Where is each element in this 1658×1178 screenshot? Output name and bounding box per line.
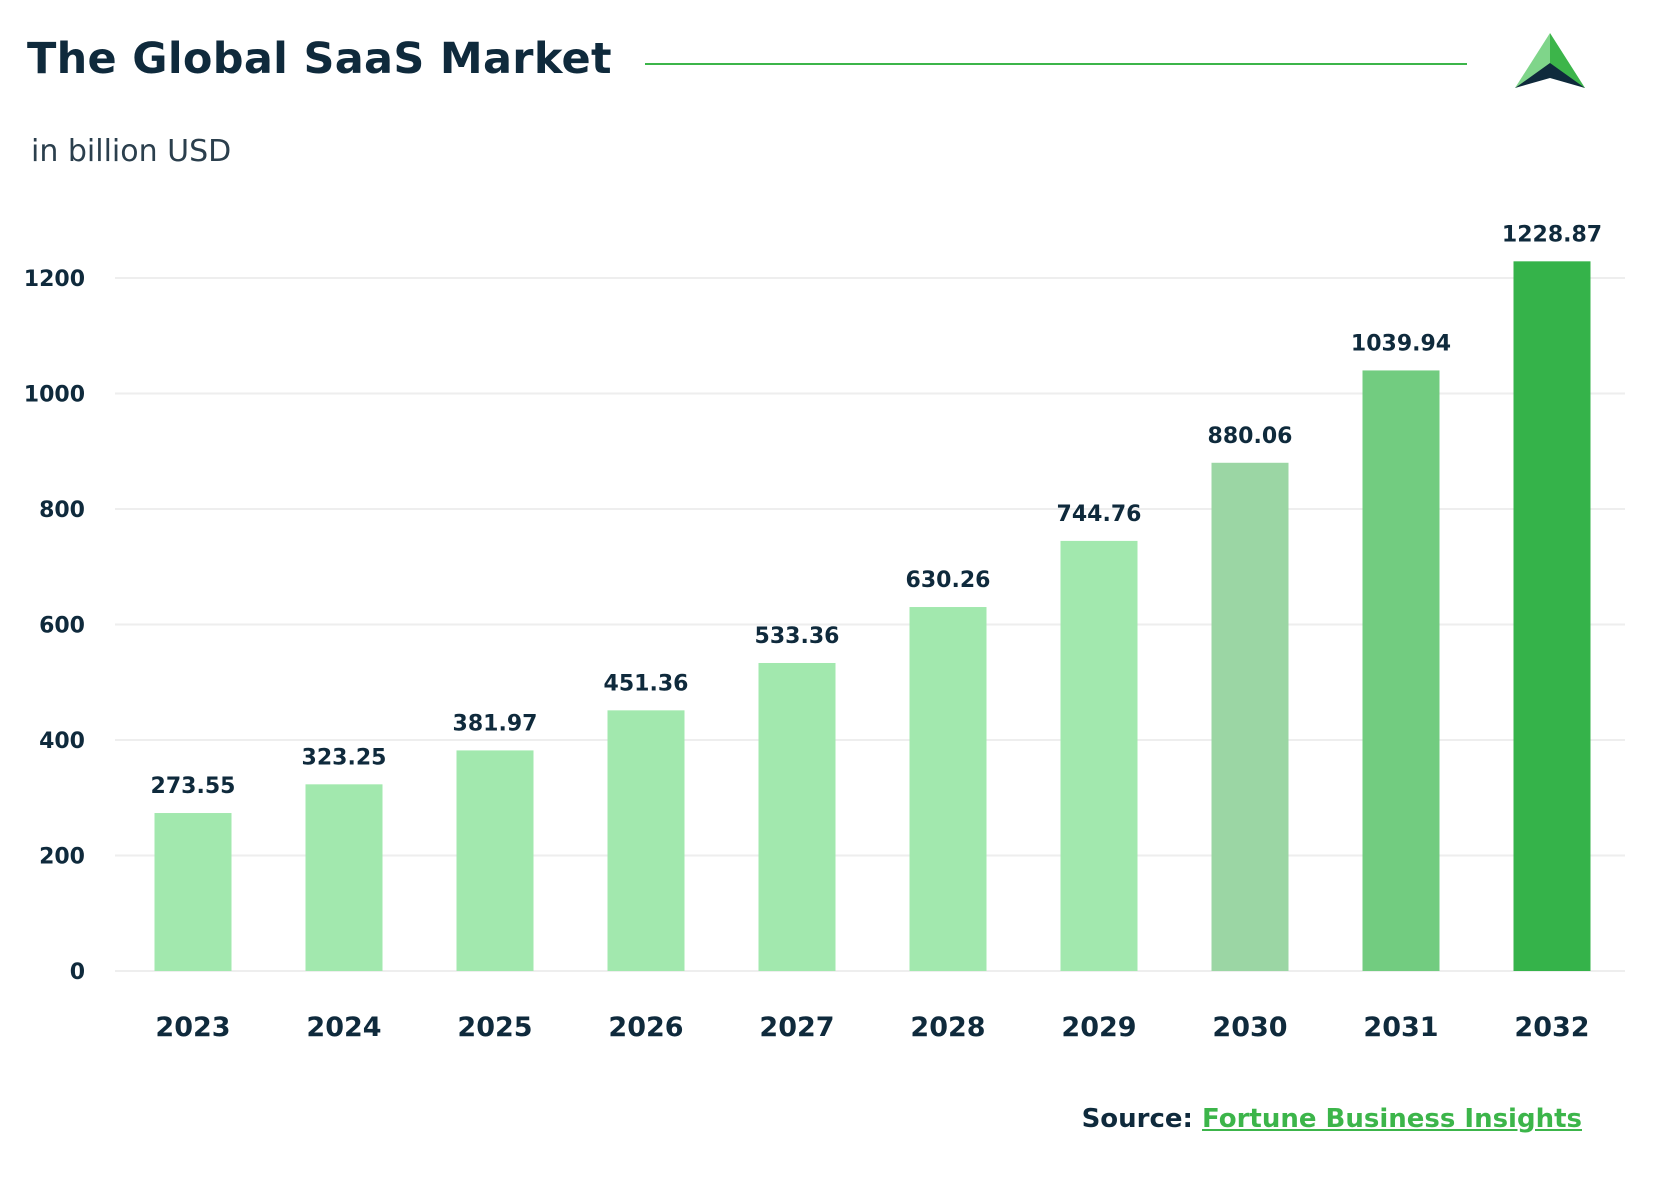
bar-2024 — [305, 784, 383, 971]
bar-2031 — [1362, 370, 1440, 971]
source-label: Source: — [1081, 1104, 1193, 1134]
bar-2030 — [1211, 462, 1289, 971]
value-label-2030: 880.06 — [1208, 424, 1293, 449]
value-label-2032: 1228.87 — [1502, 222, 1602, 247]
x-tick-label-2027: 2027 — [759, 1012, 834, 1043]
x-tick-label-2025: 2025 — [457, 1012, 532, 1043]
y-tick-label: 1000 — [24, 383, 85, 408]
source-line: Source: Fortune Business Insights — [1082, 1104, 1582, 1134]
value-label-2028: 630.26 — [906, 568, 991, 593]
x-tick-label-2032: 2032 — [1514, 1012, 1589, 1043]
bar-2028 — [909, 607, 987, 971]
value-label-2027: 533.36 — [755, 624, 840, 649]
bar-2025 — [456, 750, 534, 971]
value-label-2029: 744.76 — [1057, 502, 1142, 527]
chart-subtitle: in billion USD — [31, 134, 232, 169]
source-link[interactable]: Fortune Business Insights — [1202, 1104, 1582, 1134]
value-label-2025: 381.97 — [453, 711, 538, 736]
y-tick-label: 0 — [70, 960, 85, 985]
bar-2032 — [1513, 261, 1591, 971]
value-label-2024: 323.25 — [302, 745, 387, 770]
value-label-2023: 273.55 — [151, 774, 236, 799]
x-tick-label-2026: 2026 — [608, 1012, 683, 1043]
x-tick-label-2024: 2024 — [306, 1012, 381, 1043]
y-tick-label: 400 — [39, 729, 85, 754]
x-tick-label-2029: 2029 — [1061, 1012, 1136, 1043]
y-tick-label: 600 — [39, 614, 85, 639]
y-tick-label: 200 — [39, 845, 85, 870]
x-tick-label-2028: 2028 — [910, 1012, 985, 1043]
value-label-2026: 451.36 — [604, 671, 689, 696]
y-tick-label: 1200 — [24, 267, 85, 292]
y-tick-label: 800 — [39, 498, 85, 523]
x-tick-label-2031: 2031 — [1363, 1012, 1438, 1043]
value-label-2031: 1039.94 — [1351, 331, 1451, 356]
chart-title: The Global SaaS Market — [27, 34, 612, 84]
bar-2026 — [607, 710, 685, 971]
logo-icon — [1515, 33, 1585, 88]
x-tick-label-2030: 2030 — [1212, 1012, 1287, 1043]
x-tick-label-2023: 2023 — [155, 1012, 230, 1043]
bar-2027 — [758, 662, 836, 971]
bar-2023 — [154, 813, 232, 971]
title-divider — [645, 63, 1467, 65]
bar-2029 — [1060, 540, 1138, 971]
